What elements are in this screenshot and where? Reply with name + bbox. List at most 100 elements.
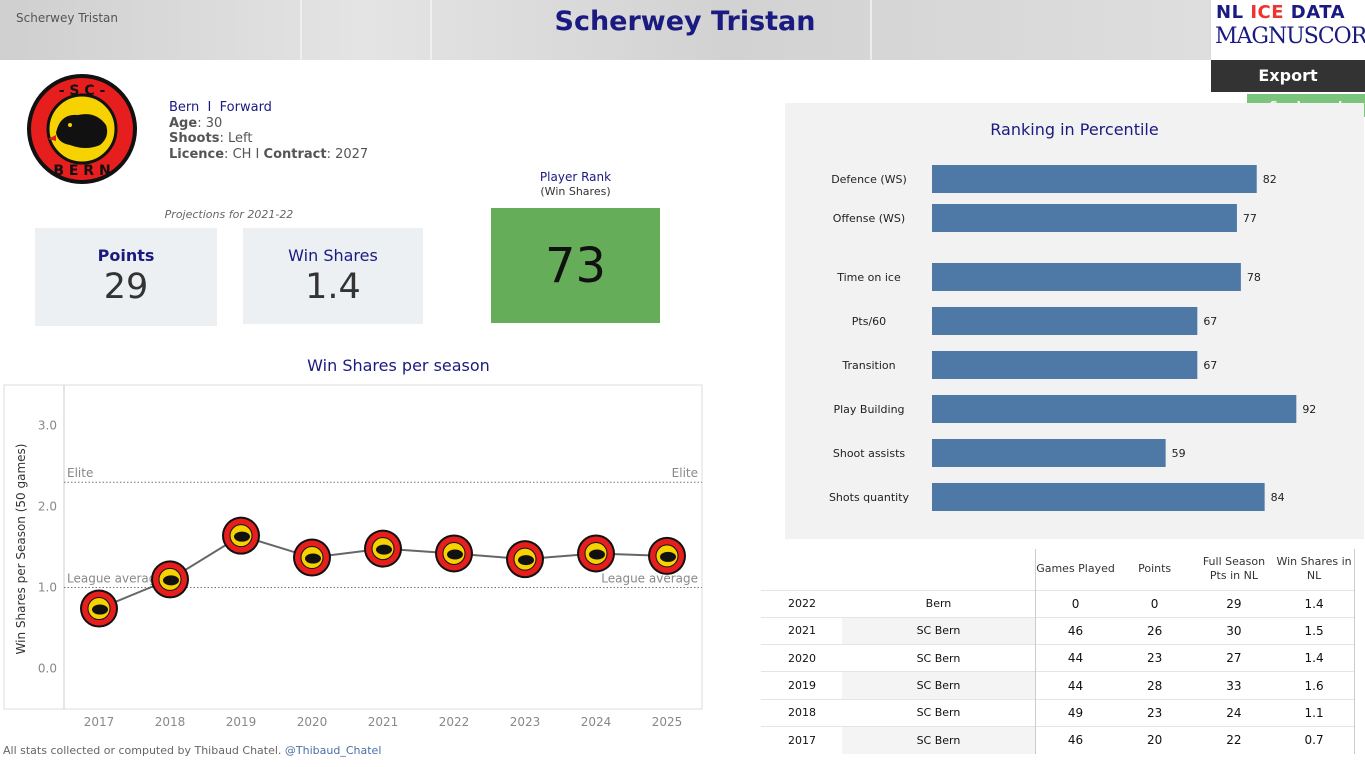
table-row[interactable]: 2019 SC Bern 44 28 33 1.6 <box>761 671 1356 700</box>
cell-full-season-pts: 30 <box>1193 616 1275 645</box>
percentile-bar[interactable] <box>932 204 1237 232</box>
data-point[interactable] <box>293 538 331 577</box>
cell-games-played: 44 <box>1034 671 1116 700</box>
cell-games-played: 49 <box>1034 698 1116 727</box>
table-row[interactable]: 2021 SC Bern 46 26 30 1.5 <box>761 616 1356 645</box>
table-row[interactable]: 2022 Bern 0 0 29 1.4 <box>761 589 1356 618</box>
cell-win-shares: 0.7 <box>1274 725 1356 754</box>
club-logo: - S C - B E R N <box>27 74 137 184</box>
licence-label: Licence <box>169 146 225 162</box>
win-shares-kpi-value: 1.4 <box>305 267 361 307</box>
x-tick-label: 2017 <box>84 715 115 729</box>
footer-twitter-link[interactable]: @Thibaud_Chatel <box>284 744 382 757</box>
cell-year: 2017 <box>761 725 843 754</box>
cell-games-played: 0 <box>1034 589 1116 618</box>
data-point[interactable] <box>80 589 118 628</box>
player-position: Forward <box>219 100 272 115</box>
breadcrumb: Scherwey Tristan <box>16 11 118 25</box>
bear-icon <box>376 544 392 555</box>
cell-win-shares: 1.1 <box>1274 698 1356 727</box>
player-rank-title: Player Rank <box>539 170 612 184</box>
bear-icon <box>447 549 463 560</box>
player-info: Bern I Forward Age: 30 Shoots: Left Lice… <box>169 100 368 162</box>
percentile-bar[interactable] <box>932 263 1241 291</box>
data-point[interactable] <box>222 516 260 555</box>
brand-logo[interactable]: NL ICE DATA MAGNUSCORSI <box>1211 0 1365 60</box>
y-axis-label: Win Shares per Season (50 games) <box>14 444 28 655</box>
y-tick-label: 1.0 <box>38 581 57 595</box>
header-stripe <box>430 0 432 60</box>
ranking-panel: Defence (WS) 82 Offense (WS) 77 Time on ice 7… <box>785 103 1364 539</box>
bear-icon <box>163 575 179 586</box>
header-banner: Scherwey Tristan Scherwey Tristan NL ICE… <box>0 0 1365 60</box>
bar-category-label: Offense (WS) <box>833 212 905 225</box>
header-stripe <box>870 0 872 60</box>
data-point[interactable] <box>648 536 686 575</box>
percentile-bar[interactable] <box>932 439 1166 467</box>
table-row[interactable]: 2020 SC Bern 44 23 27 1.4 <box>761 644 1356 672</box>
points-kpi-label: Points <box>97 246 155 265</box>
cell-team: SC Bern <box>842 698 1036 727</box>
player-age: Age: 30 <box>169 115 223 131</box>
percentile-bar[interactable] <box>932 351 1198 379</box>
y-tick-label: 0.0 <box>38 662 57 676</box>
y-tick-label: 3.0 <box>38 419 57 433</box>
win-shares-chart: 0.0 1.0 2.0 3.0 Win Shares per Season (50 ga… <box>3 384 703 729</box>
data-point[interactable] <box>364 529 402 568</box>
bar-category-label: Defence (WS) <box>831 173 907 186</box>
player-team-line: Bern I Forward <box>169 100 368 116</box>
age-value: 30 <box>205 115 223 131</box>
x-tick-label: 2023 <box>510 715 541 729</box>
svg-text:B E R N: B E R N <box>53 163 110 179</box>
percentile-bar[interactable] <box>932 165 1257 193</box>
cell-team: Bern <box>842 589 1036 618</box>
separator: I <box>207 100 212 115</box>
licence-value: CH <box>232 146 252 162</box>
header-win-shares[interactable]: Win Shares in NL <box>1274 549 1356 590</box>
cell-year: 2022 <box>761 589 843 618</box>
percentile-bar[interactable] <box>932 395 1297 423</box>
cell-win-shares: 1.6 <box>1274 671 1356 700</box>
bar-value-label: 59 <box>1172 447 1186 460</box>
percentile-bar[interactable] <box>932 307 1198 335</box>
cell-full-season-pts: 33 <box>1193 671 1275 700</box>
table-header-row: Games Played Points Full Season Pts in N… <box>761 549 1356 590</box>
bear-icon <box>660 551 676 562</box>
cell-games-played: 46 <box>1034 616 1116 645</box>
data-point[interactable] <box>151 560 189 599</box>
percentile-bar[interactable] <box>932 483 1265 511</box>
reference-label: League average <box>601 572 698 586</box>
cell-points: 23 <box>1115 698 1194 727</box>
x-tick-label: 2024 <box>581 715 612 729</box>
player-rank-subtitle: (Win Shares) <box>540 185 611 198</box>
header-points[interactable]: Points <box>1138 562 1172 576</box>
table-row[interactable]: 2017 SC Bern 46 20 22 0.7 <box>761 725 1356 754</box>
x-tick-label: 2021 <box>368 715 399 729</box>
bar-value-label: 92 <box>1302 403 1316 416</box>
header-full-season-pts[interactable]: Full Season Pts in NL <box>1202 555 1266 583</box>
cell-full-season-pts: 27 <box>1193 644 1275 672</box>
cell-year: 2019 <box>761 671 843 700</box>
cell-team: SC Bern <box>842 616 1036 645</box>
cell-games-played: 46 <box>1034 725 1116 754</box>
header-games-played[interactable]: Games Played <box>1034 549 1116 590</box>
export-button[interactable]: Export <box>1211 60 1365 92</box>
data-point[interactable] <box>435 534 473 573</box>
data-point[interactable] <box>577 534 615 573</box>
season-stats-table: Games Played Points Full Season Pts in N… <box>761 549 1356 754</box>
cell-full-season-pts: 22 <box>1193 725 1275 754</box>
points-kpi-card: Points 29 <box>35 228 217 326</box>
cell-team: SC Bern <box>842 644 1036 672</box>
bar-value-label: 84 <box>1271 491 1285 504</box>
shoots-label: Shoots <box>169 131 220 146</box>
table-row[interactable]: 2018 SC Bern 49 23 24 1.1 <box>761 698 1356 727</box>
cell-points: 28 <box>1115 671 1194 700</box>
cell-full-season-pts: 24 <box>1193 698 1275 727</box>
cell-team: SC Bern <box>842 671 1036 700</box>
brand-logo-text: NL ICE DATA <box>1216 2 1345 23</box>
data-point[interactable] <box>506 540 544 579</box>
win-shares-kpi-label: Win Shares <box>288 246 378 265</box>
player-rank-value: 73 <box>544 238 607 294</box>
bar-value-label: 78 <box>1247 271 1261 284</box>
bar-value-label: 67 <box>1203 359 1217 372</box>
